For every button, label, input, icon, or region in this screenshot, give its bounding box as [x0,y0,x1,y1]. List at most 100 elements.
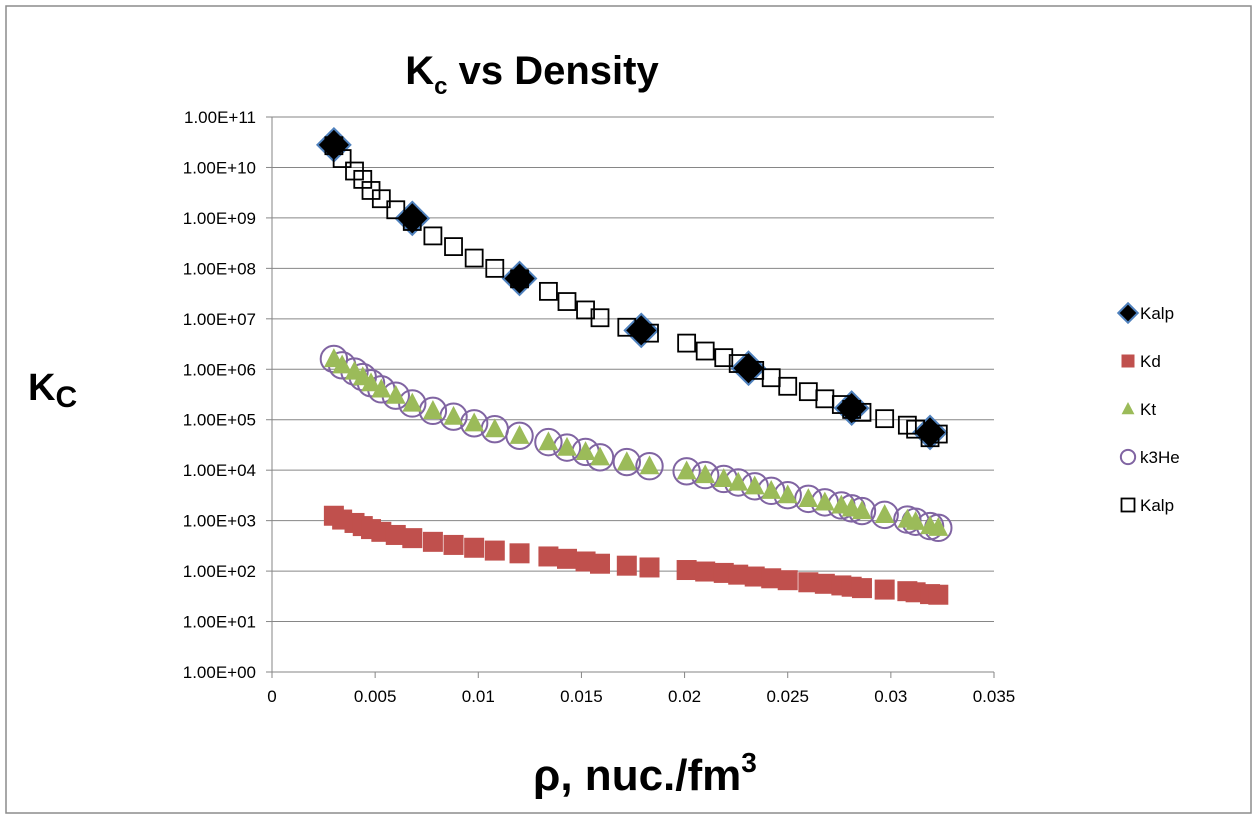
data-point [464,537,485,558]
data-point [444,237,463,256]
series-kd-square [323,505,949,605]
legend-marker [1121,401,1135,415]
data-point [402,528,423,549]
data-point [589,553,610,574]
x-tick-label: 0.03 [874,687,907,706]
data-point [423,226,443,246]
data-point [676,460,697,480]
data-marks [315,126,953,605]
x-tick-label: 0.02 [668,687,701,706]
y-axis-label-sub: C [55,381,77,414]
data-point [575,441,596,461]
data-point [332,149,352,168]
data-point [640,323,659,343]
data-point [778,376,798,396]
data-point [402,212,422,231]
x-tick-label: 0.005 [354,687,397,706]
data-point [422,531,443,552]
y-axis-label: KC [28,367,77,414]
data-point [905,510,926,530]
data-point [464,412,485,432]
x-tick-label: 0.015 [560,687,603,706]
legend-item: Kalp [1120,496,1174,515]
data-point [870,500,899,530]
data-point [617,317,637,337]
legend-item: Kt [1121,400,1156,419]
data-point [484,540,505,561]
data-point [777,570,798,591]
y-tick-label: 1.00E+06 [183,360,256,379]
y-axis-label-main: K [28,367,56,409]
x-tick-label: 0.01 [462,687,495,706]
data-point [714,348,734,368]
data-point [928,584,949,605]
y-tick-label: 1.00E+09 [183,209,256,228]
data-point [590,446,610,466]
data-point [509,543,530,564]
legend-marker [1119,448,1137,466]
data-point [928,424,948,444]
legend-label: Kalp [1140,304,1174,323]
data-point [728,471,749,491]
data-point [831,395,851,414]
legend-label: Kt [1140,400,1156,419]
data-point [464,248,484,268]
data-point [695,464,716,484]
data-point [485,258,505,278]
data-point [874,504,895,523]
x-axis-label: ρ, nuc./fm3 [533,747,757,800]
data-point [842,400,862,419]
data-point [676,560,697,581]
y-tick-label: 1.00E+07 [183,310,256,329]
data-point [534,427,563,457]
data-point [728,564,749,585]
series-kt-triangle [323,348,949,536]
data-point [814,573,835,594]
y-tick-label: 1.00E+05 [183,411,256,430]
data-point [539,281,558,301]
y-tick-label: 1.00E+03 [183,512,256,531]
data-point [510,269,529,289]
chart-title-rest: vs Density [448,49,660,93]
data-point [386,200,406,220]
y-tick-label: 1.00E+02 [183,562,256,581]
y-tick-label: 1.00E+04 [183,461,256,480]
data-point [332,354,353,374]
data-point [713,468,734,488]
x-tick-label: 0.025 [766,687,809,706]
data-point [443,405,464,425]
data-point [402,392,423,412]
x-tick-labels: 0 0.005 0.01 0.015 0.02 0.025 0.03 0.035 [267,672,1015,706]
chart-title: Kc vs Density [405,49,659,100]
legend-marker [1116,301,1140,325]
y-tick-label: 1.00E+08 [183,259,256,278]
y-tick-labels: 1.00E+00 1.00E+01 1.00E+02 1.00E+03 1.00E+04… [183,108,272,682]
data-point [928,517,949,536]
chart-title-sub: c [434,73,447,100]
data-point [635,451,664,481]
axes [271,117,994,673]
data-point [798,488,819,507]
data-point [556,548,577,569]
data-point [385,524,406,545]
data-point [798,572,819,593]
data-point [361,372,381,392]
data-point [761,568,782,589]
data-point [639,557,660,578]
data-point [851,578,872,599]
data-point [538,546,559,567]
data-point [557,292,577,311]
legend-item: k3He [1119,448,1180,467]
data-point [590,308,610,328]
data-point [814,491,835,511]
legend-item: Kd [1121,352,1161,371]
y-tick-label: 1.00E+10 [183,158,256,177]
legend-item: Kalp [1116,301,1174,325]
data-point [612,447,642,477]
legend-marker [1120,497,1136,513]
chart-title-main: K [405,49,434,93]
data-point [371,378,392,398]
data-point [677,333,697,353]
data-point [538,431,559,451]
legend-label: Kd [1140,352,1161,371]
